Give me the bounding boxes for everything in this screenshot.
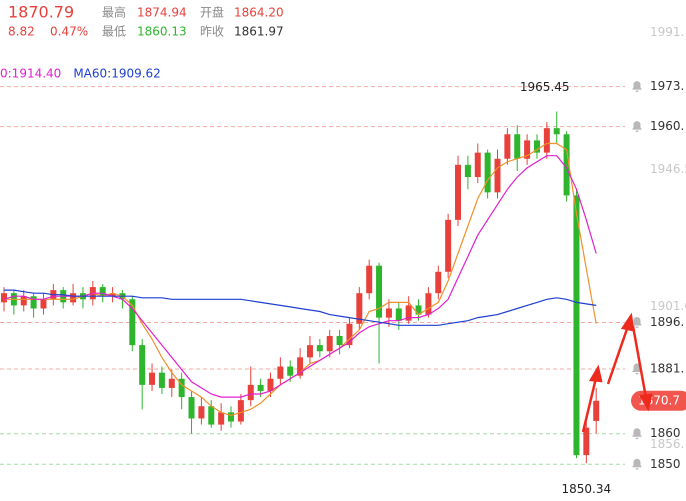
y-tick-label: 1856. <box>650 437 684 451</box>
candle-body <box>129 299 136 346</box>
plot: 1991. 1946.5 1901.6 1856. 1973. 1960. 1896. 188… <box>0 25 686 496</box>
candle-body <box>99 287 106 297</box>
open-label: 开盘 <box>200 5 224 20</box>
candle-body <box>593 400 600 421</box>
y-tick-label: 1946.5 <box>650 162 686 176</box>
header: 1870.79 8.82 0.47% 最高 1874.94 开盘 1864.20… <box>8 3 284 39</box>
alert-bell <box>632 317 642 329</box>
candle-body <box>1 293 7 303</box>
alert-label: 1973. <box>650 79 684 93</box>
candle-body <box>376 265 383 318</box>
low-value: 1860.13 <box>137 25 187 39</box>
candle-body <box>474 152 481 178</box>
candle-body <box>178 378 185 398</box>
candle-body <box>533 140 540 153</box>
candle-body <box>30 296 37 309</box>
open-value: 1864.20 <box>234 6 284 20</box>
change: 8.82 <box>8 25 35 39</box>
prev-value: 1861.97 <box>234 25 284 39</box>
candle-body <box>247 384 254 401</box>
candle-body <box>208 406 215 425</box>
legend-entry: 0:1914.40 <box>0 67 61 81</box>
candle-body <box>504 134 511 159</box>
candle-body <box>109 293 116 297</box>
candle-body <box>553 128 560 135</box>
alert-label: 1860 <box>650 426 681 440</box>
high-label: 最高 <box>102 5 126 20</box>
high-value: 1874.94 <box>137 6 187 20</box>
arrow <box>631 325 648 399</box>
candle-body <box>316 345 323 352</box>
candle-body <box>306 345 313 358</box>
y-tick-label: 1901.6 <box>650 299 686 313</box>
candle-body <box>415 305 422 315</box>
arrow-head <box>588 364 603 383</box>
legend-entry: MA60:1909.62 <box>73 67 161 81</box>
candle-body <box>218 412 225 425</box>
candle-body <box>287 366 294 376</box>
candle-body <box>346 323 353 346</box>
candle-body <box>445 219 452 272</box>
candle-body <box>435 271 442 294</box>
candle-body <box>237 400 244 422</box>
alert-label: 1881. <box>650 361 684 375</box>
last-price: 1870.79 <box>8 3 74 22</box>
ma-line <box>3 155 597 398</box>
alert-label: 1850 <box>650 457 681 471</box>
candle-body <box>139 345 146 385</box>
candle-body <box>464 164 471 178</box>
candle-body <box>425 293 432 315</box>
prev-label: 昨收 <box>200 25 224 39</box>
candle-body <box>149 372 156 385</box>
candle-body <box>277 366 284 379</box>
candle-body <box>198 406 205 419</box>
candle-body <box>297 357 304 376</box>
min-label: 1850.34 <box>562 482 612 496</box>
candle-body <box>326 335 333 352</box>
change-pct: 0.47% <box>50 25 88 39</box>
candle-body <box>40 299 47 309</box>
alert-bell <box>632 121 642 133</box>
candle-body <box>20 296 27 306</box>
arrow-head <box>620 312 635 332</box>
ma-line <box>4 289 597 326</box>
y-tick-label: 1991. <box>650 25 684 39</box>
candle-body <box>158 372 165 388</box>
alert-label: 1960. <box>650 119 684 133</box>
arrow-head <box>638 393 653 412</box>
max-label: 1965.45 <box>520 80 570 94</box>
candle-body <box>563 134 570 196</box>
alert-label: 1896. <box>650 315 684 329</box>
candle-body <box>267 378 274 391</box>
alert-bell <box>632 428 642 440</box>
candle-body <box>494 158 501 193</box>
candle-body <box>543 128 550 153</box>
candle-body <box>356 293 363 324</box>
candle-body <box>257 384 264 391</box>
candle-body <box>385 308 392 318</box>
candle-body <box>455 164 462 220</box>
candle-body <box>336 335 343 346</box>
candle-body <box>188 397 195 419</box>
alert-bell <box>632 458 642 470</box>
candle-body <box>524 140 531 159</box>
arrow <box>581 377 598 433</box>
candle-body <box>366 265 373 294</box>
low-label: 最低 <box>102 25 126 39</box>
candle-body <box>583 427 590 456</box>
candle-body <box>405 305 412 321</box>
arrow <box>606 325 630 385</box>
candle-body <box>228 412 235 422</box>
candle-body <box>573 195 580 456</box>
candle-body <box>168 378 175 388</box>
alert-bell <box>632 81 642 93</box>
candle-body <box>484 152 491 193</box>
drawn-arrows <box>581 312 653 433</box>
candle-body <box>70 293 77 303</box>
candle-body <box>514 134 521 159</box>
candle-body <box>395 308 402 321</box>
